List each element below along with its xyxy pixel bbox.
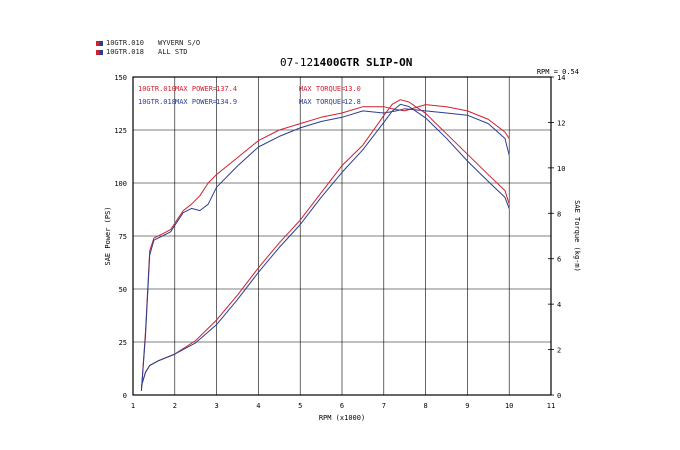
x-tick-label: 5 [298, 402, 302, 410]
x-tick-label: 1 [131, 402, 135, 410]
annotation-torque-label-2: MAX TORQUE= [299, 98, 345, 106]
y-left-tick-label: 0 [123, 392, 127, 400]
y-right-tick-label: 0 [557, 392, 561, 400]
y-right-tick-label: 4 [557, 301, 561, 309]
legend-item: 10GTR.018 ALL STD [96, 48, 200, 57]
x-tick-label: 4 [256, 402, 260, 410]
power-curve-run1 [140, 104, 510, 391]
y-left-tick-label: 100 [114, 180, 127, 188]
grid [132, 76, 554, 396]
y-left-tick-label: 75 [119, 233, 127, 241]
x-tick-label: 6 [340, 402, 344, 410]
legend-item: 10GTR.010 WYVERN S/O [96, 39, 200, 48]
annotation-torque-label-1: MAX TORQUE= [299, 85, 345, 93]
y-right-tick-label: 12 [557, 119, 565, 127]
y-left-tick-label: 150 [114, 74, 127, 82]
rpm-note: RPM = 0.54 [537, 68, 579, 76]
x-tick-label: 9 [465, 402, 469, 410]
legend-run-name: ALL STD [158, 48, 188, 56]
x-tick-label: 10 [505, 402, 513, 410]
torque-curve-run1 [140, 99, 510, 387]
y-right-tick-label: 2 [557, 347, 561, 355]
torque-curve-run2 [140, 103, 510, 387]
x-tick-label: 7 [382, 402, 386, 410]
legend-run-id: 10GTR.010 [106, 39, 144, 47]
y-left-tick-label: 25 [119, 339, 127, 347]
annotation-run-2: 10GTR.018 [138, 98, 176, 106]
curves [140, 99, 510, 391]
annotation-power-label-2: MAX POWER= [175, 98, 217, 106]
x-tick-label: 11 [547, 402, 555, 410]
y-axis-label-left: SAE Power (PS) [104, 206, 112, 265]
x-axis-label: RPM (x1000) [319, 414, 365, 422]
flag-icon [96, 41, 103, 46]
y-right-tick-label: 14 [557, 74, 565, 82]
annotation-power-2: 134.9 [216, 98, 237, 106]
chart-title-prefix: 07-12 [280, 56, 313, 69]
y-axis-label-right: SAE Torque (kg-m) [573, 200, 581, 272]
annotation-run-1: 10GTR.010 [138, 85, 176, 93]
x-tick-label: 3 [214, 402, 218, 410]
y-right-tick-label: 8 [557, 210, 561, 218]
x-tick-label: 2 [173, 402, 177, 410]
annotation-torque-2: 12.8 [344, 98, 361, 106]
y-right-tick-label: 6 [557, 256, 561, 264]
annotation-power-1: 137.4 [216, 85, 237, 93]
flag-icon [96, 50, 103, 55]
power-curve-run2 [140, 108, 510, 391]
annotation-power-label-1: MAX POWER= [175, 85, 217, 93]
x-tick-label: 8 [423, 402, 427, 410]
annotation-torque-1: 13.0 [344, 85, 361, 93]
y-left-tick-label: 125 [114, 127, 127, 135]
y-left-tick-label: 50 [119, 286, 127, 294]
chart-title: 1400GTR SLIP-ON [313, 56, 412, 69]
legend-run-name: WYVERN S/O [158, 39, 201, 47]
legend-run-id: 10GTR.018 [106, 48, 144, 56]
legend: 10GTR.010 WYVERN S/O 10GTR.018 ALL STD [96, 39, 200, 57]
y-right-tick-label: 10 [557, 165, 565, 173]
